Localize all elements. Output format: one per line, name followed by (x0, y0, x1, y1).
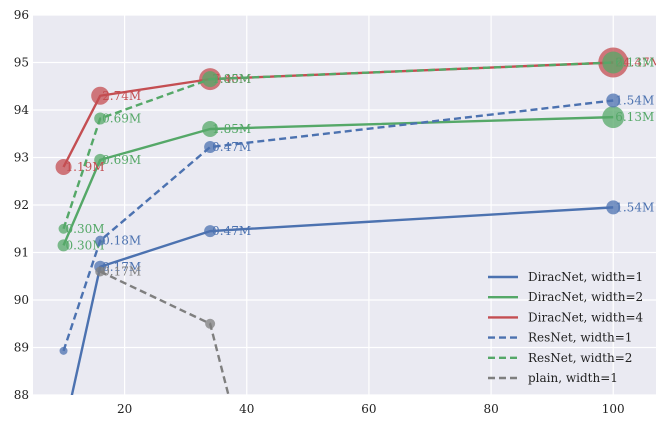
series-3: 0.18M 0.47M 1.54M (59, 93, 654, 355)
data-label: 6.13M (615, 110, 654, 124)
data-label: 2.74M (102, 89, 141, 103)
data-point (58, 223, 69, 234)
y-tick-label: 88 (14, 388, 29, 402)
series-line (62, 61, 614, 230)
data-label: 0.30M (66, 222, 105, 236)
series-line (62, 99, 614, 352)
y-tick-label: 90 (14, 293, 29, 307)
x-tick-label: 60 (361, 402, 376, 416)
data-point (202, 71, 219, 88)
x-tick-label: 40 (239, 402, 254, 416)
data-label: 0.47M (212, 140, 251, 154)
data-point (606, 93, 621, 108)
data-label: 1.54M (615, 200, 654, 214)
x-tick-label: 100 (602, 402, 625, 416)
y-tick-label: 96 (14, 8, 29, 22)
data-point (205, 318, 216, 329)
data-point (57, 239, 70, 252)
legend-label: DiracNet, width=1 (528, 270, 643, 284)
data-point (59, 346, 68, 355)
y-tick-label: 89 (14, 341, 29, 355)
data-point (94, 153, 107, 166)
y-tick-label: 93 (14, 151, 29, 165)
legend-label: DiracNet, width=2 (528, 290, 643, 304)
tick-labels: 88 89 90 91 92 93 94 95 96 20 40 60 80 100 (14, 8, 625, 416)
data-label: 0.17M (102, 260, 141, 274)
data-point (55, 159, 72, 175)
data-point (606, 200, 621, 215)
x-tick-label: 80 (483, 402, 498, 416)
y-tick-label: 95 (14, 56, 29, 70)
data-label: 6.13M (615, 56, 654, 70)
data-label: 1.85M (212, 72, 251, 86)
y-tick-label: 94 (14, 103, 30, 117)
series-5: 0.17M (95, 265, 230, 395)
series-line (70, 206, 614, 395)
data-point (204, 141, 217, 154)
legend-label: ResNet, width=1 (528, 331, 632, 345)
x-tick-label: 20 (117, 402, 132, 416)
y-tick-label: 91 (14, 246, 29, 260)
data-point (94, 112, 107, 125)
data-label: 1.54M (615, 94, 654, 108)
data-point (91, 86, 110, 105)
data-label: 1.85M (212, 122, 251, 136)
data-label: 0.69M (102, 153, 141, 167)
legend-label: DiracNet, width=4 (528, 310, 644, 324)
legend: DiracNet, width=1 DiracNet, width=2 DiracN… (488, 270, 644, 385)
data-point (602, 51, 625, 74)
y-tick-label: 92 (14, 198, 29, 212)
data-point (602, 106, 625, 129)
data-point (204, 225, 217, 238)
series-0: 0.17M 0.47M 1.54M (70, 200, 654, 395)
legend-label: ResNet, width=2 (528, 351, 632, 365)
data-label: 0.18M (102, 234, 141, 248)
data-label: 0.30M (66, 238, 105, 252)
data-label: 0.69M (102, 112, 141, 126)
data-point (95, 235, 106, 246)
series-4: 0.30M 0.69M 1.85M 6.13M (58, 51, 654, 236)
data-point (95, 266, 106, 277)
grid (33, 14, 656, 396)
data-point (202, 121, 219, 137)
legend-label: plain, width=1 (528, 371, 618, 385)
data-label: 0.47M (212, 224, 251, 238)
series: 0.17M 0.47M 1.54M 0.30M 0.69M 1.85M 6.13M 1.19M… (55, 47, 662, 395)
data-label: 1.19M (66, 160, 105, 174)
data-label: 24.47M (615, 56, 662, 70)
data-label: 0.17M (102, 265, 141, 279)
